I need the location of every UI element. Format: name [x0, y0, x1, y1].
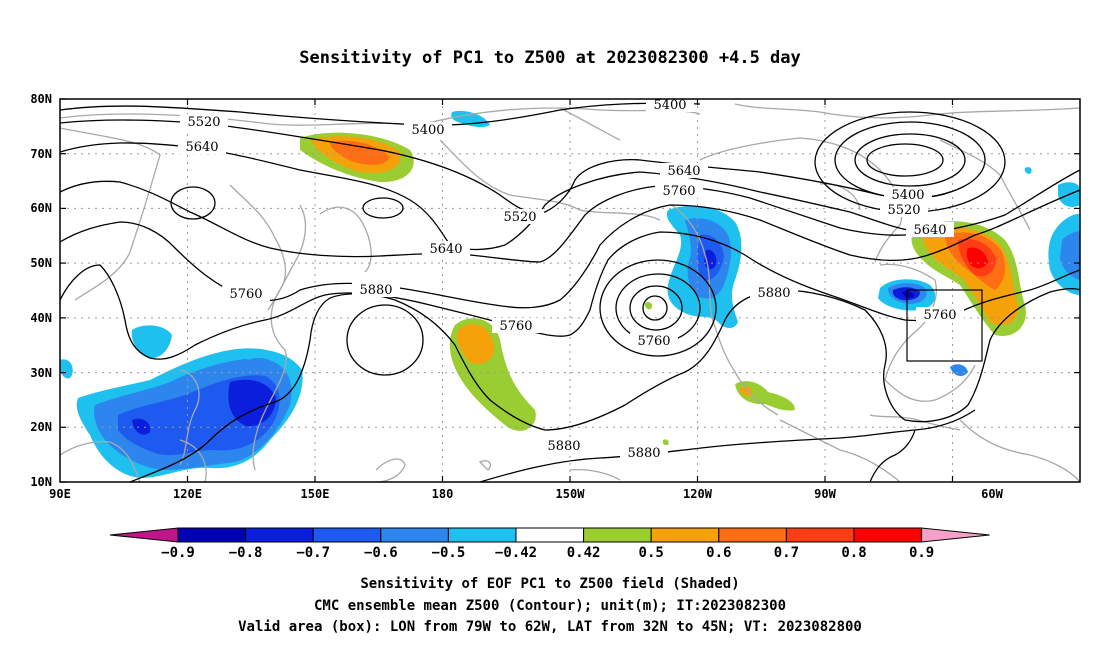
positive-sensitivity-shading — [300, 132, 1026, 446]
valid-area-box — [906, 289, 983, 362]
colorbar-tick-label: 0.8 — [841, 545, 866, 561]
lat-label: 40N — [30, 311, 52, 325]
lat-label: 10N — [30, 475, 52, 489]
colorbar-swatch — [785, 527, 855, 543]
colorbar: −0.9 −0.8 −0.7 −0.6 −0.5 −0.42 0.42 0.5 0.6 0.7 0.… — [109, 527, 990, 561]
colorbar-tick-label: 0.7 — [774, 545, 799, 561]
contour-label: 5760 — [637, 334, 670, 349]
colorbar-tick-label: −0.6 — [364, 545, 398, 561]
map-grid — [60, 99, 1080, 482]
contour-label: 5520 — [187, 115, 220, 130]
colorbar-swatch — [515, 527, 585, 543]
colorbar-tick-label: −0.42 — [495, 545, 537, 561]
colorbar-swatch — [583, 527, 652, 543]
caption-line-contour: CMC ensemble mean Z500 (Contour); unit(m… — [313, 597, 786, 614]
lon-label: 180 — [432, 487, 454, 501]
colorbar-swatch — [312, 527, 382, 543]
caption-line-valid-area: Valid area (box): LON from 79W to 62W, L… — [238, 619, 862, 635]
contour-label: 5400 — [653, 98, 686, 113]
colorbar-tick-label: −0.8 — [229, 545, 263, 561]
lat-label: 60N — [30, 201, 52, 215]
colorbar-swatch — [380, 527, 449, 543]
contour-label: 5640 — [429, 242, 462, 257]
contour-label: 5760 — [662, 184, 695, 199]
contour-label: 5520 — [887, 203, 920, 218]
colorbar-lower-extension — [109, 527, 179, 543]
colorbar-swatch — [177, 527, 247, 543]
contour-label: 5640 — [185, 140, 218, 155]
z500-contours — [60, 102, 1080, 482]
colorbar-tick-label: −0.7 — [296, 545, 330, 561]
contour-label: 5760 — [229, 287, 262, 302]
colorbar-tick-label: −0.9 — [161, 545, 195, 561]
contour-label: 5400 — [891, 188, 924, 203]
latitude-labels: 80N 70N 60N 50N 40N 30N 20N 10N — [30, 92, 52, 489]
contour-label: 5400 — [411, 123, 444, 138]
contour-label: 5760 — [923, 308, 956, 323]
colorbar-swatch — [853, 527, 923, 543]
colorbar-swatch — [447, 527, 517, 543]
contour-label: 5520 — [503, 210, 536, 225]
figure-caption: Sensitivity of EOF PC1 to Z500 field (Sh… — [0, 574, 1100, 639]
tick-marks — [60, 98, 1080, 483]
lat-label: 30N — [30, 366, 52, 380]
colorbar-tick-label: −0.5 — [432, 545, 466, 561]
lon-label: 150E — [301, 487, 330, 501]
lon-label: 90E — [49, 487, 71, 501]
colorbar-swatch — [245, 527, 314, 543]
colorbar-tick-label: 0.5 — [639, 545, 664, 561]
contour-label: 5640 — [913, 223, 946, 238]
lon-label: 120E — [173, 487, 202, 501]
lon-label: 90W — [814, 487, 836, 501]
contour-labels: 5520 5640 5400 5400 5520 5640 5760 5640 … — [178, 98, 964, 461]
lat-label: 50N — [30, 256, 52, 270]
contour-label: 5760 — [499, 319, 532, 334]
colorbar-upper-extension — [921, 527, 990, 543]
map-title: Sensitivity of PC1 to Z500 at 2023082300… — [299, 48, 801, 68]
contour-label: 5640 — [667, 164, 700, 179]
lat-label: 20N — [30, 420, 52, 434]
colorbar-tick-label: 0.42 — [567, 545, 601, 561]
colorbar-swatch — [718, 527, 787, 543]
colorbar-swatch — [650, 527, 720, 543]
contour-label: 5880 — [627, 446, 660, 461]
lat-label: 80N — [30, 92, 52, 106]
contour-label: 5880 — [547, 439, 580, 454]
longitude-labels: 90E 120E 150E 180 150W 120W 90W 60W — [49, 487, 1003, 501]
lon-label: 60W — [981, 487, 1003, 501]
colorbar-tick-label: 0.9 — [909, 545, 934, 561]
lon-label: 120W — [683, 487, 713, 501]
contour-label: 5880 — [359, 283, 392, 298]
caption-line-shading: Sensitivity of EOF PC1 to Z500 field (Sh… — [360, 576, 740, 592]
lon-label: 150W — [556, 487, 586, 501]
contour-label: 5880 — [757, 286, 790, 301]
colorbar-tick-label: 0.6 — [706, 545, 731, 561]
lat-label: 70N — [30, 147, 52, 161]
